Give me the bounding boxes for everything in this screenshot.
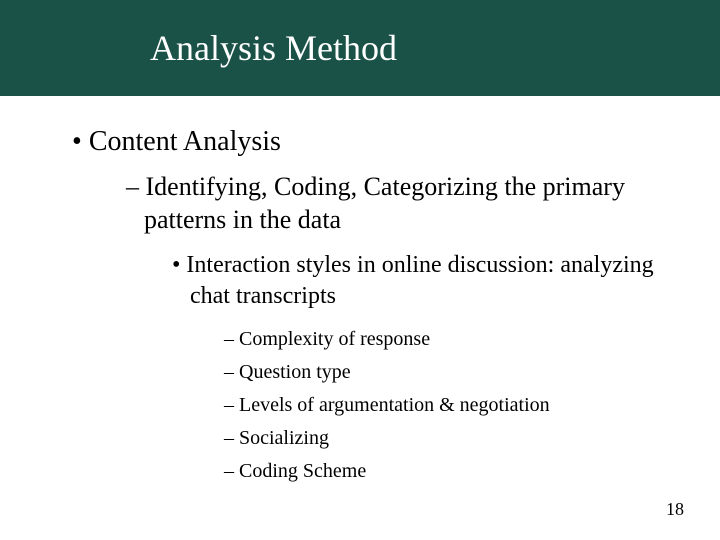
bullet-level1: Content Analysis (52, 124, 668, 159)
bullet-level3: Interaction styles in online discussion:… (52, 250, 668, 312)
title-bar: Analysis Method (0, 0, 720, 96)
bullet-level4: Complexity of response (52, 326, 668, 353)
bullet-level2: Identifying, Coding, Categorizing the pr… (52, 171, 668, 236)
slide-body: Content Analysis Identifying, Coding, Ca… (0, 96, 720, 485)
bullet-level4: Coding Scheme (52, 458, 668, 485)
bullet-level4: Levels of argumentation & negotiation (52, 392, 668, 419)
page-number: 18 (666, 499, 684, 520)
bullet-level4: Socializing (52, 425, 668, 452)
slide-title: Analysis Method (150, 27, 397, 69)
bullet-level4: Question type (52, 359, 668, 386)
